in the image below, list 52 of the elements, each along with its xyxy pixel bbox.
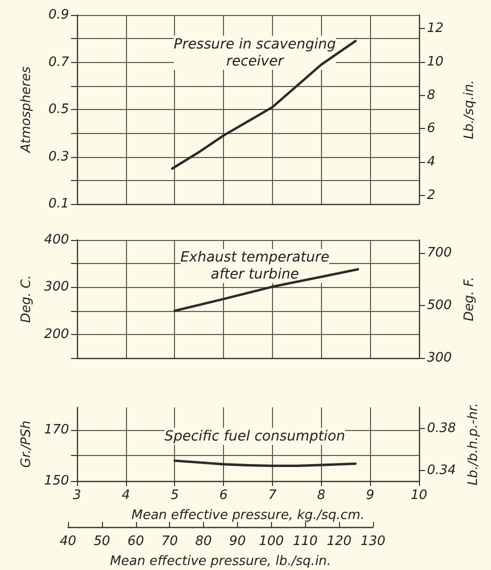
y-tick-label: 400 (44, 232, 69, 248)
x-tick-label: 9 (366, 488, 374, 503)
y2-tick-label: 500 (427, 298, 452, 314)
x2-tick-label: 130 (360, 534, 386, 549)
x-axis-title: Mean effective pressure, kg./sq.cm. (132, 508, 364, 523)
y2-axis-title: Deg. F. (462, 276, 477, 322)
y-axis-title: Atmospheres (19, 66, 34, 154)
y-axis-title: Deg. C. (19, 275, 34, 323)
x2-tick-label: 60 (128, 534, 144, 549)
y2-tick-label: 0.34 (427, 462, 456, 478)
x2-tick-label: 70 (161, 534, 178, 549)
y-tick-label: 0.7 (48, 54, 70, 70)
x-tick-label: 6 (219, 488, 228, 503)
x2-tick-label: 40 (60, 534, 76, 549)
y2-tick-label: 4 (427, 154, 436, 170)
x-tick-label: 4 (122, 488, 130, 503)
annotation: Specific fuel consumption (164, 428, 346, 444)
y2-tick-label: 2 (427, 188, 436, 204)
y2-tick-label: 300 (427, 350, 452, 366)
y2-tick-label: 0.38 (427, 420, 456, 436)
y2-tick-label: 700 (427, 246, 452, 261)
x-tick-label: 8 (317, 488, 326, 503)
y2-axis-title: Lb./sq.in. (462, 80, 477, 140)
x-tick-label: 10 (410, 488, 428, 503)
y-tick-label: 0.5 (48, 102, 69, 117)
x2-axis-title: Mean effective pressure, lb./sq.in. (110, 554, 332, 569)
x2-tick-label: 50 (94, 534, 110, 549)
x2-tick-label: 110 (292, 534, 318, 549)
line-series (174, 268, 360, 312)
y-tick-label: 200 (44, 326, 69, 342)
y2-tick-label: 12 (427, 20, 444, 36)
y-tick-label: 0.3 (48, 149, 69, 164)
annotation: Exhaust temperature after turbine (180, 249, 330, 282)
x2-tick-label: 80 (195, 534, 212, 549)
annotation: Pressure in scavenging receiver (174, 36, 336, 70)
x2-tick-label: 90 (229, 534, 246, 549)
y-axis-title: Gr./PSh (19, 420, 34, 468)
y2-tick-label: 10 (427, 54, 444, 70)
y2-tick-label: 8 (427, 88, 436, 103)
y-tick-label: 0.1 (48, 196, 69, 212)
x-tick-label: 3 (72, 488, 82, 503)
y-tick-label: 170 (44, 422, 69, 438)
y2-axis-title: Lb./b.h.p.-hr. (466, 402, 481, 486)
x2-tick-label: 100 (258, 534, 284, 549)
y-tick-label: 300 (44, 280, 69, 295)
y-tick-label: 0.9 (48, 8, 69, 22)
x-tick-label: 5 (170, 488, 179, 503)
y-tick-label: 150 (44, 474, 69, 488)
line-series (171, 40, 357, 170)
x2-tick-label: 120 (326, 534, 352, 549)
y2-tick-label: 6 (427, 121, 436, 136)
x-tick-label: 7 (268, 488, 278, 503)
